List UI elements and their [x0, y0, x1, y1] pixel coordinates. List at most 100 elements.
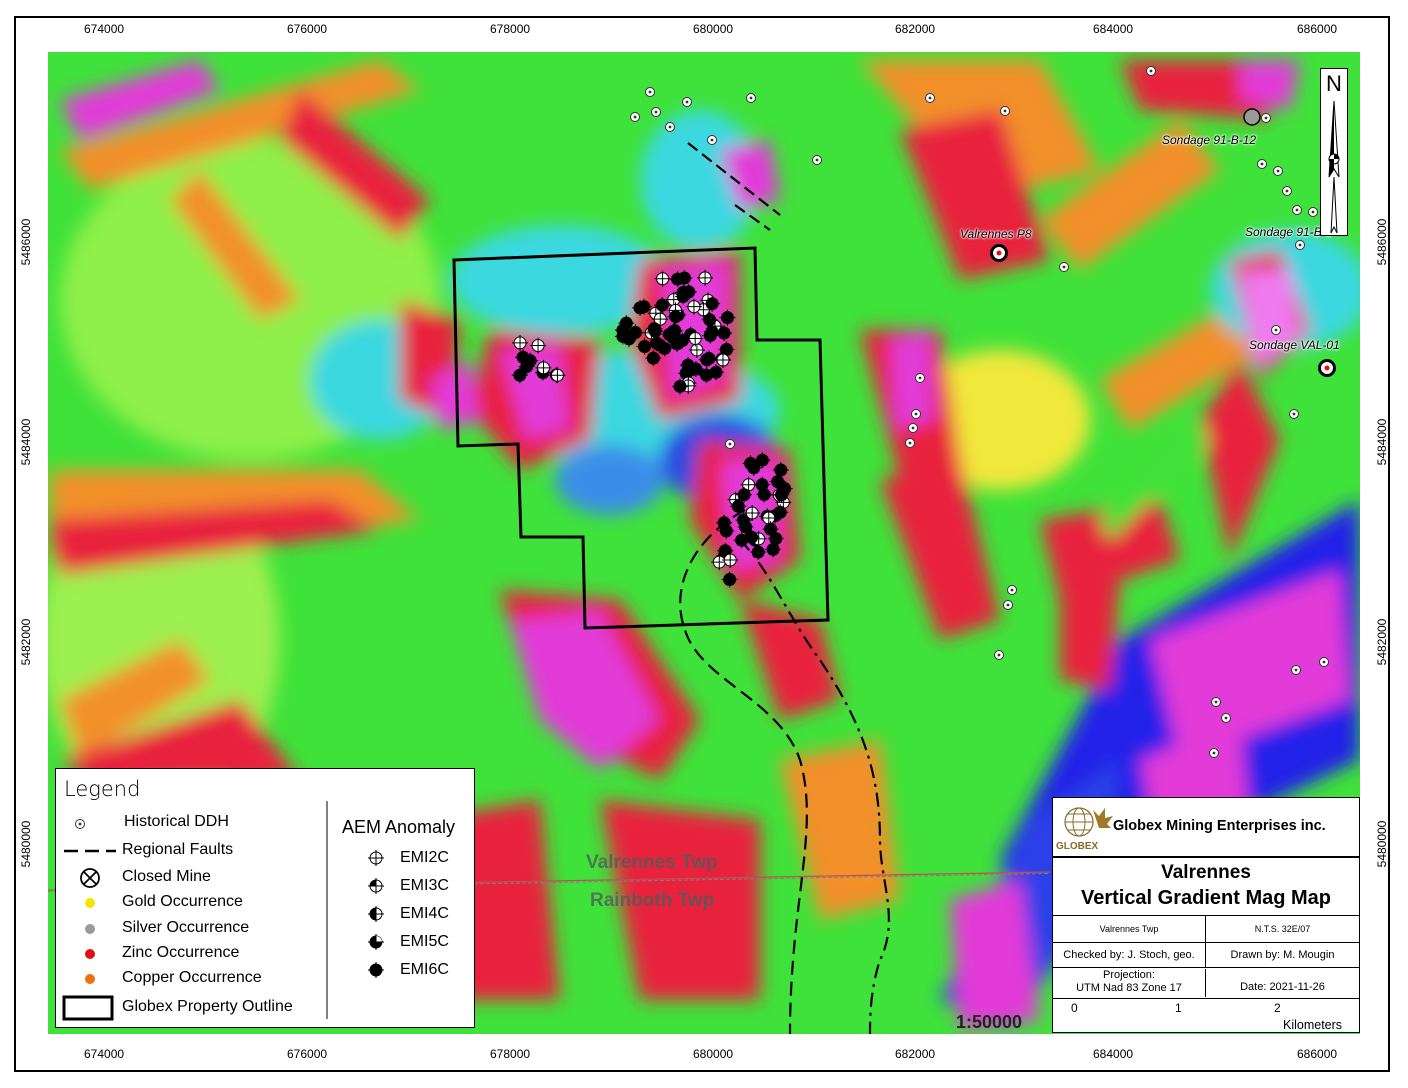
silver-occurrence	[1243, 108, 1261, 126]
x-tick-label: 684000	[1093, 1047, 1134, 1061]
fault-line	[687, 142, 781, 216]
north-arrow-icon	[1328, 100, 1340, 234]
historical-ddh-points	[630, 66, 1329, 758]
emi3c-icon	[368, 878, 384, 894]
aem-anomaly-icon	[736, 486, 753, 503]
aem-anomaly-icon	[512, 334, 529, 351]
aem-anomaly-icon	[733, 532, 750, 549]
x-tick-label: 674000	[84, 22, 125, 36]
aem-anomaly-icon	[636, 338, 653, 355]
x-tick-label: 676000	[287, 1047, 328, 1061]
fault-line	[739, 539, 890, 1035]
ddh-dot-icon	[1209, 748, 1219, 758]
ddh-dot-icon	[1319, 657, 1329, 667]
ddh-dot-icon	[908, 423, 918, 433]
aem-anomaly-icon	[654, 297, 671, 314]
red-dot-icon	[85, 949, 95, 959]
scalebar-tick-2: 2	[1274, 1001, 1281, 1015]
legend-item-label: Zinc Occurrence	[122, 944, 240, 961]
title-block: GLOBEX Globex Mining Enterprises inc. Va…	[1052, 797, 1360, 1033]
aem-anomaly-icon	[704, 295, 721, 312]
ddh-dot-icon	[1308, 207, 1318, 217]
emi2c-icon	[368, 850, 384, 866]
ddh-dot-icon	[1271, 325, 1281, 335]
x-tick-label: 684000	[1093, 22, 1134, 36]
scale-ratio: 1:50000	[956, 1012, 1023, 1032]
aem-anomaly-icon	[535, 359, 552, 376]
map-frame	[14, 16, 1390, 1072]
ddh-dot-icon	[812, 155, 822, 165]
scalebar-tick-0: 0	[1071, 1001, 1078, 1015]
ddh-dot-icon	[1003, 600, 1013, 610]
y-tick-label: 5482000	[19, 618, 33, 666]
aem-anomaly-icon	[652, 311, 669, 328]
legend-item-label: Silver Occurrence	[122, 919, 250, 936]
ddh-dot-icon	[905, 438, 915, 448]
date: Date: 2021-11-26	[1240, 981, 1325, 993]
y-tick-label: 5486000	[1375, 218, 1389, 266]
aem-anomaly-icon	[772, 462, 789, 479]
x-tick-label: 674000	[84, 1047, 125, 1061]
ddh-dot-icon	[746, 93, 756, 103]
y-tick-label: 5482000	[1375, 618, 1389, 666]
globex-logo	[1064, 807, 1113, 837]
ddh-dot-icon	[1295, 240, 1305, 250]
y-tick-label: 5486000	[19, 218, 33, 266]
ddh-dot-icon	[1000, 106, 1010, 116]
ddh-dot-icon	[1273, 166, 1283, 176]
x-tick-label: 676000	[287, 22, 328, 36]
legend-item-label: Globex Property Outline	[122, 998, 293, 1015]
y-tick-label: 5480000	[19, 820, 33, 868]
orange-dot-icon	[85, 974, 95, 984]
valrennes-p8-site	[990, 244, 1008, 262]
aem-item-label: EMI5C	[400, 933, 449, 950]
x-tick-label: 680000	[693, 22, 734, 36]
ddh-dot-icon	[925, 93, 935, 103]
ddh-dot-icon	[1291, 665, 1301, 675]
ddh-dot-icon	[915, 373, 925, 383]
aem-anomaly-icon	[654, 270, 671, 287]
legend-title: Legend	[64, 777, 141, 801]
ddh-dot-icon	[1221, 713, 1231, 723]
ddh-dot-icon	[1007, 585, 1017, 595]
map-title-line1: Valrennes	[1161, 862, 1251, 883]
ddh-dot-icon	[725, 439, 735, 449]
aem-anomaly-icon	[742, 455, 759, 472]
grey-dot-icon	[85, 924, 95, 934]
fault-line	[679, 509, 808, 1035]
scalebar-unit: Kilometers	[1283, 1018, 1343, 1032]
aem-anomaly-icon	[730, 498, 747, 515]
aem-anomalies	[511, 269, 793, 588]
aem-anomaly-icon	[701, 350, 718, 367]
projection-label: Projection:	[1103, 969, 1155, 981]
aem-item-label: EMI3C	[400, 877, 449, 894]
north-letter: N	[1326, 71, 1342, 96]
aem-anomaly-icon	[511, 367, 528, 384]
ddh-dot-icon	[651, 107, 661, 117]
aem-anomaly-icon	[756, 486, 773, 503]
aem-anomaly-icon	[737, 518, 754, 535]
checked-by: Checked by: J. Stoch, geo.	[1053, 943, 1206, 967]
x-tick-label: 682000	[895, 22, 936, 36]
legend-item-label: Regional Faults	[122, 841, 234, 858]
emi5c-icon	[368, 934, 384, 950]
legend-item-label: Historical DDH	[124, 813, 229, 830]
ddh-dot-icon	[1292, 205, 1302, 215]
legend-symbols	[62, 801, 384, 1021]
aem-anomaly-icon	[646, 320, 663, 337]
aem-anomaly-icon	[762, 521, 779, 538]
township-cell: Valrennes Twp	[1053, 916, 1206, 942]
x-tick-label: 678000	[490, 1047, 531, 1061]
ddh-dot-icon	[1211, 697, 1221, 707]
aem-item-label: EMI2C	[400, 849, 449, 866]
aem-anomaly-icon	[740, 476, 757, 493]
y-tick-label: 5484000	[19, 418, 33, 466]
aem-anomaly-icon	[667, 308, 684, 325]
aem-anomaly-icon	[632, 299, 649, 316]
aem-anomaly-icon	[685, 298, 702, 315]
ddh-dot-icon	[1289, 409, 1299, 419]
ddh-dot-icon	[645, 87, 655, 97]
x-tick-label: 686000	[1297, 22, 1338, 36]
aem-anomaly-icon	[627, 324, 644, 341]
ddh-dot-icon	[1059, 262, 1069, 272]
